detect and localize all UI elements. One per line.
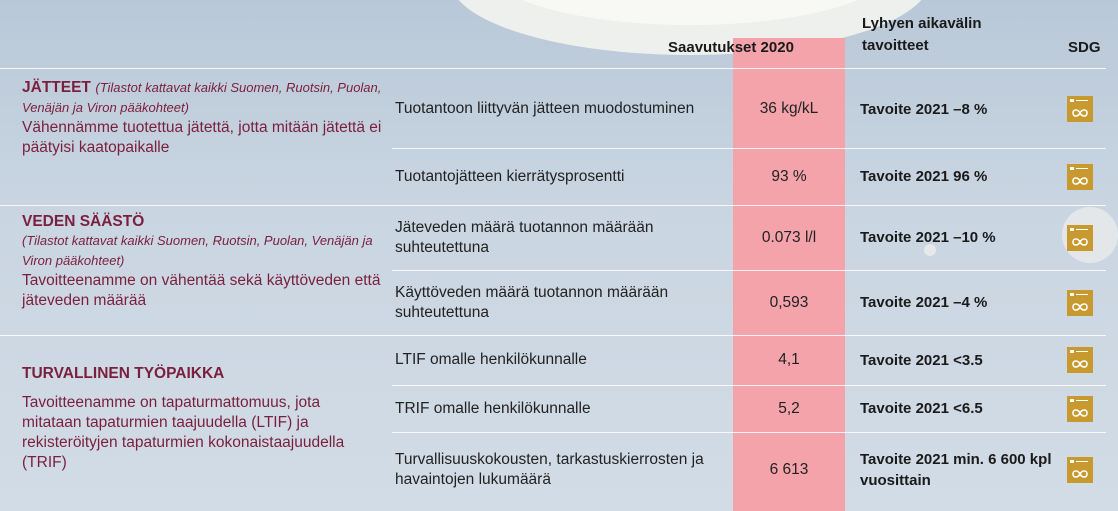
value: 5,2 <box>778 399 800 417</box>
section-text: TURVALLINEN TYÖPAIKKA Tavoitteenamme on t… <box>22 365 382 473</box>
row-rule <box>392 432 1106 433</box>
metric: Tuotantoon liittyvän jätteen muodostumin… <box>395 100 695 117</box>
sdg-symbol <box>1070 398 1088 417</box>
sdg-symbol <box>1070 350 1088 368</box>
target: Tavoite 2021 <3.5 <box>860 351 983 369</box>
value: 36 kg/kL <box>759 100 819 117</box>
sdg-icon <box>1067 347 1093 373</box>
section-description: Tavoitteenamme on vähentää sekä käyttöve… <box>22 272 381 309</box>
sdg-symbol <box>1070 292 1088 311</box>
row-rule <box>392 148 1106 149</box>
section-description: Tavoitteenamme on tapaturmattomuus, jota… <box>22 394 345 471</box>
row-rule <box>0 68 1106 69</box>
sdg-symbol <box>1070 166 1088 185</box>
section-note: (Tilastot kattavat kaikki Suomen, Ruotsi… <box>22 233 373 268</box>
section-rule <box>0 205 1106 206</box>
metric: Jäteveden määrä tuotannon määrään suhteu… <box>395 218 654 256</box>
row-rule <box>392 385 1106 386</box>
sdg-symbol <box>1070 99 1088 117</box>
metric: Turvallisuuskokousten, tarkastuskierrost… <box>395 450 704 488</box>
sdg-icon <box>1067 96 1093 122</box>
section-text: VEDEN SÄÄSTÖ (Tilastot kattavat kaikki Su… <box>22 213 382 311</box>
target: Tavoite 2021 –4 % <box>860 294 988 311</box>
value: 6 613 <box>769 460 809 478</box>
header-achievements: Saavutukset 2020 <box>668 39 794 56</box>
header-sdg: SDG <box>1068 39 1101 56</box>
section-description: Vähennämme tuotettua jätettä, jotta mitä… <box>22 119 382 156</box>
section-title: TURVALLINEN TYÖPAIKKA <box>22 365 225 382</box>
metric: LTIF omalle henkilökunnalle <box>395 351 587 368</box>
value: 0,593 <box>769 293 809 311</box>
value: 0.073 l/l <box>761 228 817 246</box>
metric: Käyttöveden määrä tuotannon määrään suht… <box>395 283 669 321</box>
metric: TRIF omalle henkilökunnalle <box>395 399 591 417</box>
sdg-icon <box>1067 456 1093 483</box>
target: Tavoite 2021 96 % <box>860 168 988 185</box>
value: 4,1 <box>778 351 800 368</box>
section-note: (Tilastot kattavat kaikki Suomen, Ruotsi… <box>22 80 382 115</box>
sdg-symbol <box>1070 459 1088 478</box>
header-targets: Lyhyen aikavälin tavoitteet <box>862 15 982 54</box>
section-text: JÄTTEET (Tilastot kattavat kaikki Suomen… <box>22 78 382 158</box>
target: Tavoite 2021 min. 6 600 kpl vuosittain <box>860 450 1052 489</box>
sdg-symbol <box>1070 227 1088 246</box>
section-title: VEDEN SÄÄSTÖ <box>22 213 145 230</box>
section-rule <box>0 335 1106 336</box>
value: 93 % <box>771 167 807 185</box>
sdg-icon <box>1067 289 1093 316</box>
target: Tavoite 2021 –8 % <box>860 100 988 118</box>
row-rule <box>392 270 1106 271</box>
target: Tavoite 2021 <6.5 <box>860 400 983 417</box>
section-title: JÄTTEET <box>22 79 91 96</box>
metric: Tuotantojätteen kierrätysprosentti <box>395 167 625 185</box>
sdg-icon <box>1067 395 1093 422</box>
sdg-icon <box>1067 224 1093 251</box>
target: Tavoite 2021 –10 % <box>860 229 996 246</box>
sdg-icon <box>1067 163 1093 190</box>
